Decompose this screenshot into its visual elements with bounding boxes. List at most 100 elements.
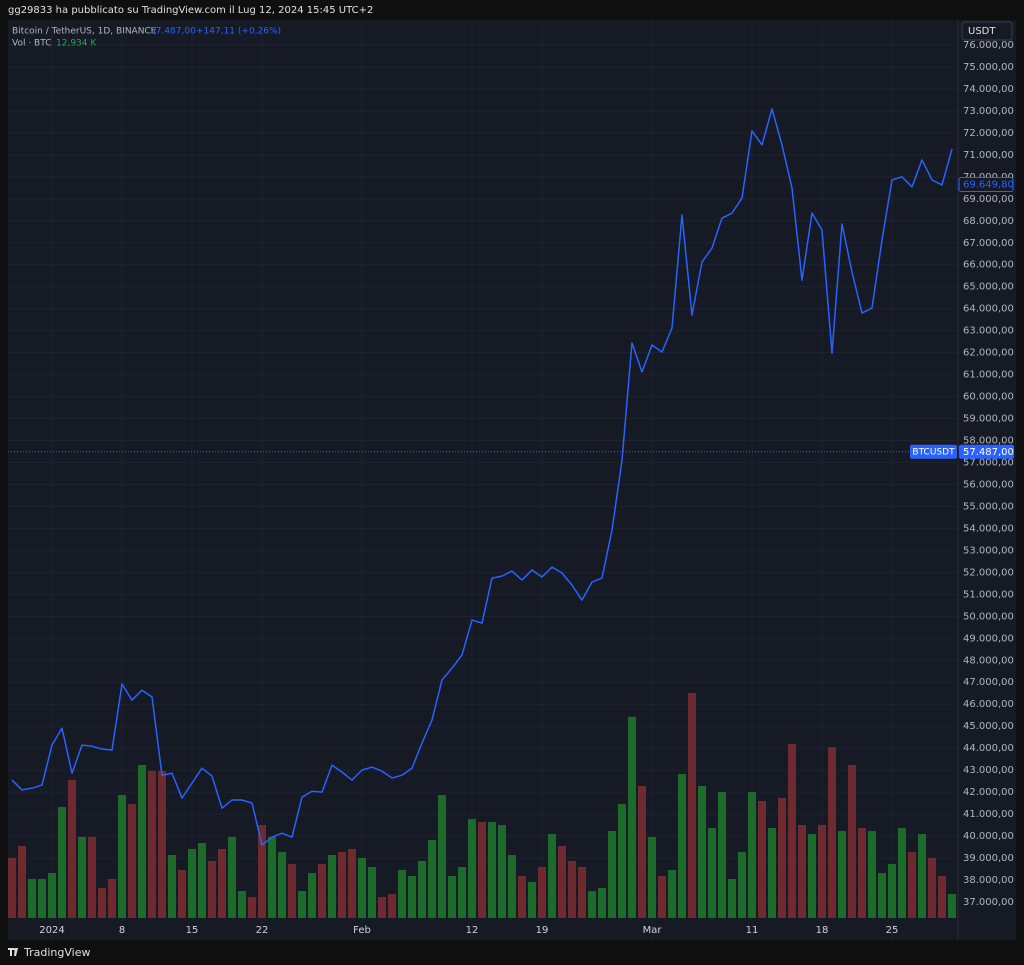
y-tick-label: 48.000,00 (963, 655, 1014, 666)
volume-bar (98, 888, 106, 918)
volume-bar (768, 828, 776, 918)
volume-bar (698, 786, 706, 918)
price-marker-name: BTCUSDT (912, 447, 955, 457)
volume-bar (738, 852, 746, 918)
volume-bar (478, 822, 486, 918)
volume-bar (828, 747, 836, 918)
volume-bar (588, 891, 596, 918)
volume-bar (538, 867, 546, 918)
volume-bar (88, 837, 96, 918)
volume-bars (8, 693, 956, 918)
volume-bar (358, 858, 366, 918)
x-tick-label: 15 (186, 925, 199, 936)
volume-bar (728, 879, 736, 918)
volume-bar (528, 882, 536, 918)
y-tick-label: 51.000,00 (963, 589, 1014, 600)
volume-bar (888, 864, 896, 918)
axes: 37.000,00 38.000,00 39.000,00 40.000,00 41.0… (39, 40, 1014, 936)
volume-bar (638, 786, 646, 918)
volume-bar (628, 717, 636, 918)
x-tick-label: 8 (119, 925, 125, 936)
volume-bar (18, 846, 26, 918)
volume-bar (748, 792, 756, 918)
x-tick-label: Feb (353, 925, 371, 936)
y-tick-label: 64.000,00 (963, 304, 1014, 315)
volume-bar (858, 828, 866, 918)
y-tick-label: 37.000,00 (963, 897, 1014, 908)
volume-bar (558, 846, 566, 918)
volume-bar (38, 879, 46, 918)
volume-bar (298, 891, 306, 918)
x-tick-label: 22 (256, 925, 269, 936)
volume-bar (498, 825, 506, 918)
last-value-label: 69.649,80 (963, 180, 1014, 191)
volume-bar (838, 831, 846, 918)
y-tick-label: 66.000,00 (963, 260, 1014, 271)
y-tick-label: 65.000,00 (963, 282, 1014, 293)
volume-bar (338, 852, 346, 918)
legend-price: 57.487,00 (150, 27, 196, 37)
volume-bar (938, 876, 946, 918)
volume-bar (658, 876, 666, 918)
volume-bar (448, 876, 456, 918)
volume-bar (178, 870, 186, 918)
volume-bar (28, 879, 36, 918)
volume-bar (758, 801, 766, 918)
volume-bar (778, 798, 786, 918)
volume-bar (378, 897, 386, 918)
volume-bar (578, 867, 586, 918)
volume-bar (168, 855, 176, 918)
volume-bar (488, 822, 496, 918)
x-tick-label: 18 (816, 925, 829, 936)
x-tick-label: 12 (466, 925, 479, 936)
y-tick-label: 53.000,00 (963, 545, 1014, 556)
volume-bar (618, 804, 626, 918)
volume-bar (128, 804, 136, 918)
volume-bar (568, 861, 576, 918)
y-tick-label: 68.000,00 (963, 216, 1014, 227)
legend-volume-name: Vol · BTC (12, 39, 51, 49)
volume-bar (718, 792, 726, 918)
brand: TradingView (23, 946, 90, 959)
y-tick-label: 75.000,00 (963, 62, 1014, 73)
volume-bar (878, 873, 886, 918)
volume-bar (948, 894, 956, 918)
y-tick-label: 63.000,00 (963, 326, 1014, 337)
volume-bar (708, 828, 716, 918)
volume-bar (428, 840, 436, 918)
volume-bar (458, 867, 466, 918)
price-marker-label: 57.487,00 (963, 447, 1014, 458)
y-tick-label: 47.000,00 (963, 677, 1014, 688)
volume-bar (608, 831, 616, 918)
price-marker-name-box (910, 444, 957, 459)
y-tick-label: 50.000,00 (963, 611, 1014, 622)
y-tick-label: 72.000,00 (963, 128, 1014, 139)
volume-bar (688, 693, 696, 918)
volume-bar (648, 837, 656, 918)
volume-bar (48, 873, 56, 918)
y-tick-label: 57.000,00 (963, 458, 1014, 469)
price-line (11, 108, 953, 846)
volume-bar (228, 837, 236, 918)
volume-bar (138, 765, 146, 918)
x-tick-label: 2024 (39, 925, 64, 936)
y-tick-label: 46.000,00 (963, 699, 1014, 710)
volume-bar (788, 744, 796, 918)
volume-bar (258, 825, 266, 918)
volume-bar (288, 864, 296, 918)
volume-bar (508, 855, 516, 918)
x-tick-label: 25 (886, 925, 899, 936)
volume-bar (678, 774, 686, 918)
y-tick-label: 56.000,00 (963, 479, 1014, 490)
volume-bar (158, 771, 166, 918)
y-tick-label: 60.000,00 (963, 392, 1014, 403)
y-tick-label: 62.000,00 (963, 348, 1014, 359)
volume-bar (148, 771, 156, 918)
y-tick-label: 58.000,00 (963, 436, 1014, 447)
footer-logo (8, 948, 18, 956)
y-tick-label: 76.000,00 (963, 40, 1014, 51)
volume-bar (198, 843, 206, 918)
x-tick-label: 11 (746, 925, 759, 936)
volume-bar (398, 870, 406, 918)
